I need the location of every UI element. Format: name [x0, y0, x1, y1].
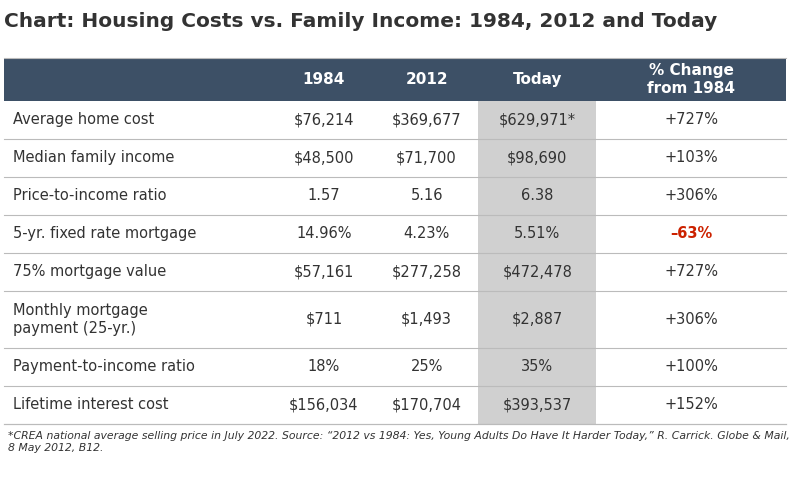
Text: 1.57: 1.57 — [307, 188, 340, 203]
Text: Monthly mortgage
payment (25-yr.): Monthly mortgage payment (25-yr.) — [13, 303, 149, 335]
Text: Price-to-income ratio: Price-to-income ratio — [13, 188, 167, 203]
Text: *CREA national average selling price in July 2022. Source: “2012 vs 1984: Yes, Y: *CREA national average selling price in … — [8, 431, 790, 453]
Text: 5.16: 5.16 — [410, 188, 443, 203]
Text: +306%: +306% — [664, 188, 718, 203]
Bar — [4, 58, 786, 101]
Text: 2012: 2012 — [405, 72, 448, 87]
Text: $71,700: $71,700 — [397, 150, 457, 165]
Text: $393,537: $393,537 — [502, 398, 572, 412]
Text: +727%: +727% — [664, 264, 718, 279]
Text: 14.96%: 14.96% — [296, 226, 352, 241]
Text: $57,161: $57,161 — [294, 264, 354, 279]
Text: 1984: 1984 — [303, 72, 345, 87]
Text: +306%: +306% — [664, 312, 718, 327]
Text: Lifetime interest cost: Lifetime interest cost — [13, 398, 169, 412]
Text: Payment-to-income ratio: Payment-to-income ratio — [13, 359, 195, 375]
Text: 18%: 18% — [308, 359, 340, 375]
Text: $48,500: $48,500 — [294, 150, 354, 165]
Bar — [478, 215, 596, 253]
Text: $2,887: $2,887 — [512, 312, 562, 327]
Bar — [4, 386, 786, 424]
Bar — [478, 348, 596, 386]
Text: +100%: +100% — [664, 359, 718, 375]
Bar — [478, 253, 596, 291]
Text: +152%: +152% — [664, 398, 718, 412]
Text: $277,258: $277,258 — [392, 264, 461, 279]
Text: $156,034: $156,034 — [289, 398, 359, 412]
Bar — [478, 138, 596, 177]
Bar — [478, 101, 596, 138]
Text: $369,677: $369,677 — [392, 112, 461, 127]
Text: 25%: 25% — [411, 359, 442, 375]
Text: 35%: 35% — [521, 359, 553, 375]
Bar — [4, 348, 786, 386]
Bar — [478, 386, 596, 424]
Text: $711: $711 — [305, 312, 343, 327]
Text: % Change
from 1984: % Change from 1984 — [647, 63, 735, 96]
Text: Chart: Housing Costs vs. Family Income: 1984, 2012 and Today: Chart: Housing Costs vs. Family Income: … — [4, 12, 717, 31]
Text: $1,493: $1,493 — [401, 312, 452, 327]
Bar — [4, 253, 786, 291]
Bar — [4, 101, 786, 138]
Text: $629,971*: $629,971* — [498, 112, 576, 127]
Text: 6.38: 6.38 — [521, 188, 553, 203]
Bar — [4, 177, 786, 215]
Text: 4.23%: 4.23% — [404, 226, 450, 241]
Text: –63%: –63% — [670, 226, 713, 241]
Text: +727%: +727% — [664, 112, 718, 127]
Text: 75% mortgage value: 75% mortgage value — [13, 264, 167, 279]
Text: Average home cost: Average home cost — [13, 112, 155, 127]
Text: $98,690: $98,690 — [507, 150, 567, 165]
Bar — [4, 138, 786, 177]
Text: Median family income: Median family income — [13, 150, 175, 165]
Bar — [478, 177, 596, 215]
Text: 5-yr. fixed rate mortgage: 5-yr. fixed rate mortgage — [13, 226, 197, 241]
Text: 5.51%: 5.51% — [514, 226, 560, 241]
Text: $76,214: $76,214 — [294, 112, 354, 127]
Bar — [4, 215, 786, 253]
Text: Today: Today — [513, 72, 562, 87]
Text: $170,704: $170,704 — [392, 398, 461, 412]
Text: +103%: +103% — [664, 150, 718, 165]
Text: $472,478: $472,478 — [502, 264, 572, 279]
